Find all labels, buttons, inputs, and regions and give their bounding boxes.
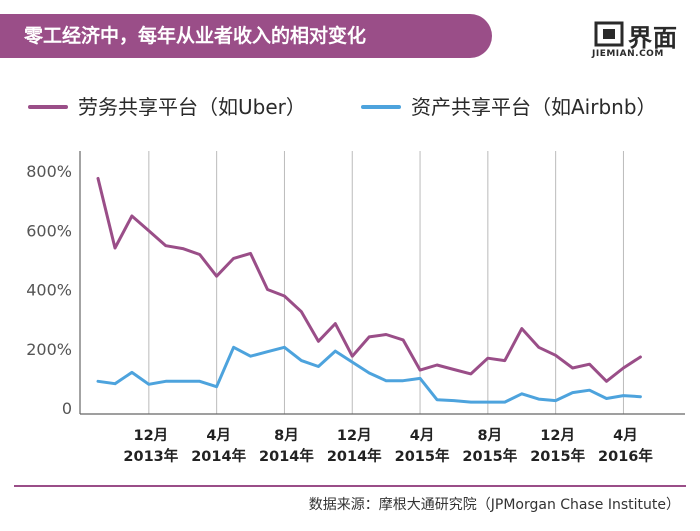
x-tick-label-month: 12月 — [540, 427, 575, 444]
y-tick-label: 800% — [26, 162, 72, 181]
jiemian-logo-icon — [594, 21, 624, 47]
logo-text-en: JIEMIAN.COM — [592, 49, 664, 59]
chart-legend: 劳务共享平台（如Uber） 资产共享平台（如Airbnb） — [28, 92, 688, 122]
x-tick-label-month: 8月 — [274, 427, 299, 444]
x-tick-label-year: 2015年 — [395, 447, 450, 465]
y-tick-label: 600% — [26, 221, 72, 240]
x-tick-label-month: 4月 — [613, 427, 638, 444]
x-tick-label-year: 2015年 — [462, 447, 517, 465]
legend-label-capital: 资产共享平台（如Airbnb） — [411, 95, 657, 119]
x-tick-label-year: 2013年 — [123, 447, 178, 465]
x-tick-label-month: 12月 — [337, 427, 372, 444]
y-tick-label: 400% — [26, 281, 72, 300]
series-line-labor — [96, 176, 642, 383]
x-tick-label-year: 2014年 — [259, 447, 314, 465]
x-tick-label-year: 2015年 — [530, 447, 585, 465]
x-tick-label-month: 12月 — [134, 427, 169, 444]
legend-swatch-labor — [28, 105, 68, 109]
data-source: 数据来源：摩根大通研究院（JPMorgan Chase Institute） — [308, 497, 680, 513]
x-tick-label-month: 4月 — [410, 427, 435, 444]
y-tick-label: 0 — [62, 399, 72, 418]
footer-divider — [14, 485, 686, 487]
line-chart: 0 200% 400% 600% 800% 12月 2013年 4月 2014年 8月 2014年 1… — [26, 151, 685, 465]
x-tick-label-month: 4月 — [206, 427, 231, 444]
logo-text-cn: 界面 — [628, 24, 678, 52]
x-tick-label-year: 2014年 — [191, 447, 246, 465]
x-tick-label-year: 2016年 — [598, 447, 653, 465]
legend-label-labor: 劳务共享平台（如Uber） — [78, 95, 306, 119]
legend-swatch-capital — [361, 105, 401, 109]
y-tick-label: 200% — [26, 340, 72, 359]
series-line-capital — [96, 345, 642, 404]
brand-logo: 界面 JIEMIAN.COM — [590, 18, 690, 64]
x-tick-label-year: 2014年 — [327, 447, 382, 465]
page-title: 零工经济中，每年从业者收入的相对变化 — [24, 25, 367, 47]
title-banner: 零工经济中，每年从业者收入的相对变化 — [0, 14, 492, 58]
x-tick-label-month: 8月 — [478, 427, 503, 444]
